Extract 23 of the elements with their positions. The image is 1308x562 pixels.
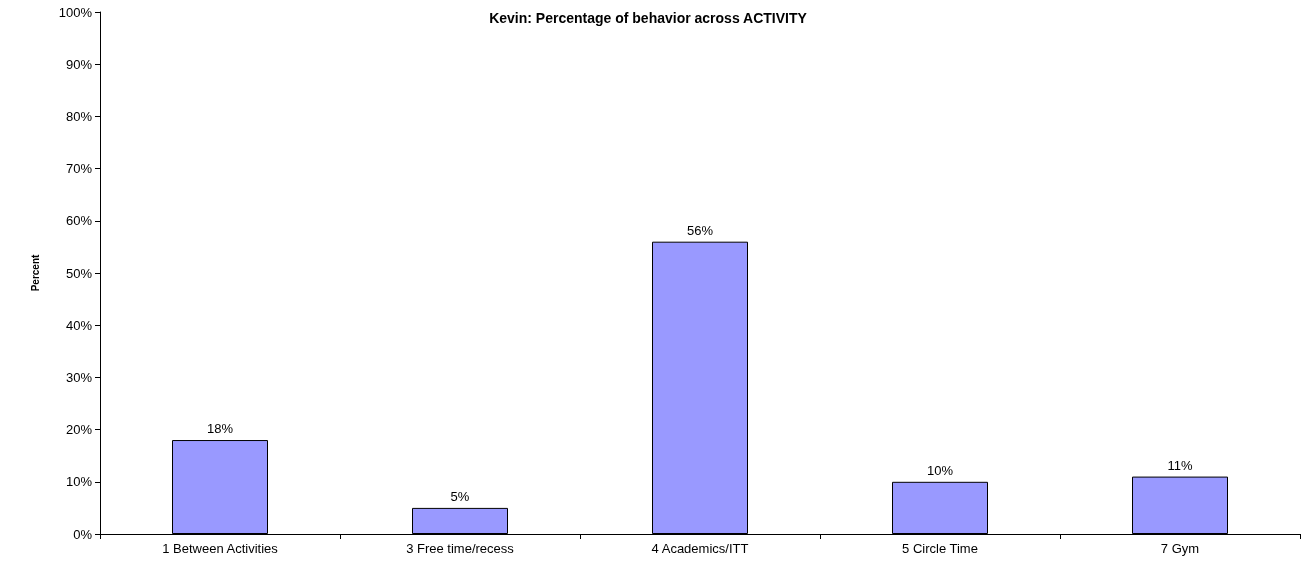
y-tick-label: 80% xyxy=(65,108,93,124)
x-tick-label: 7 Gym xyxy=(1160,541,1200,556)
y-tick-label: 70% xyxy=(65,161,93,177)
y-tick-label: 0% xyxy=(73,526,93,542)
data-label: 10% xyxy=(926,462,954,478)
y-tick-label: 100% xyxy=(58,4,93,20)
y-tick-label: 60% xyxy=(65,213,93,229)
y-tick-label: 10% xyxy=(65,474,93,490)
x-tick-label: 4 Academics/ITT xyxy=(651,541,749,556)
x-tick-label: 5 Circle Time xyxy=(902,541,978,556)
data-label: 5% xyxy=(450,488,470,504)
y-tick-label: 20% xyxy=(65,422,93,438)
y-tick-label: 30% xyxy=(65,369,93,385)
x-tick-label: 3 Free time/recess xyxy=(406,541,515,556)
data-label: 18% xyxy=(206,421,234,437)
y-axis-title: Percent xyxy=(29,253,41,292)
y-tick-label: 40% xyxy=(65,317,93,333)
y-tick-label: 90% xyxy=(65,56,93,72)
data-label: 56% xyxy=(686,222,714,238)
y-tick-label: 50% xyxy=(65,265,93,281)
x-tick-label: 1 Between Activities xyxy=(162,541,279,556)
chart-title: Kevin: Percentage of behavior across ACTIVITY xyxy=(489,10,808,26)
data-label: 11% xyxy=(1167,457,1193,473)
